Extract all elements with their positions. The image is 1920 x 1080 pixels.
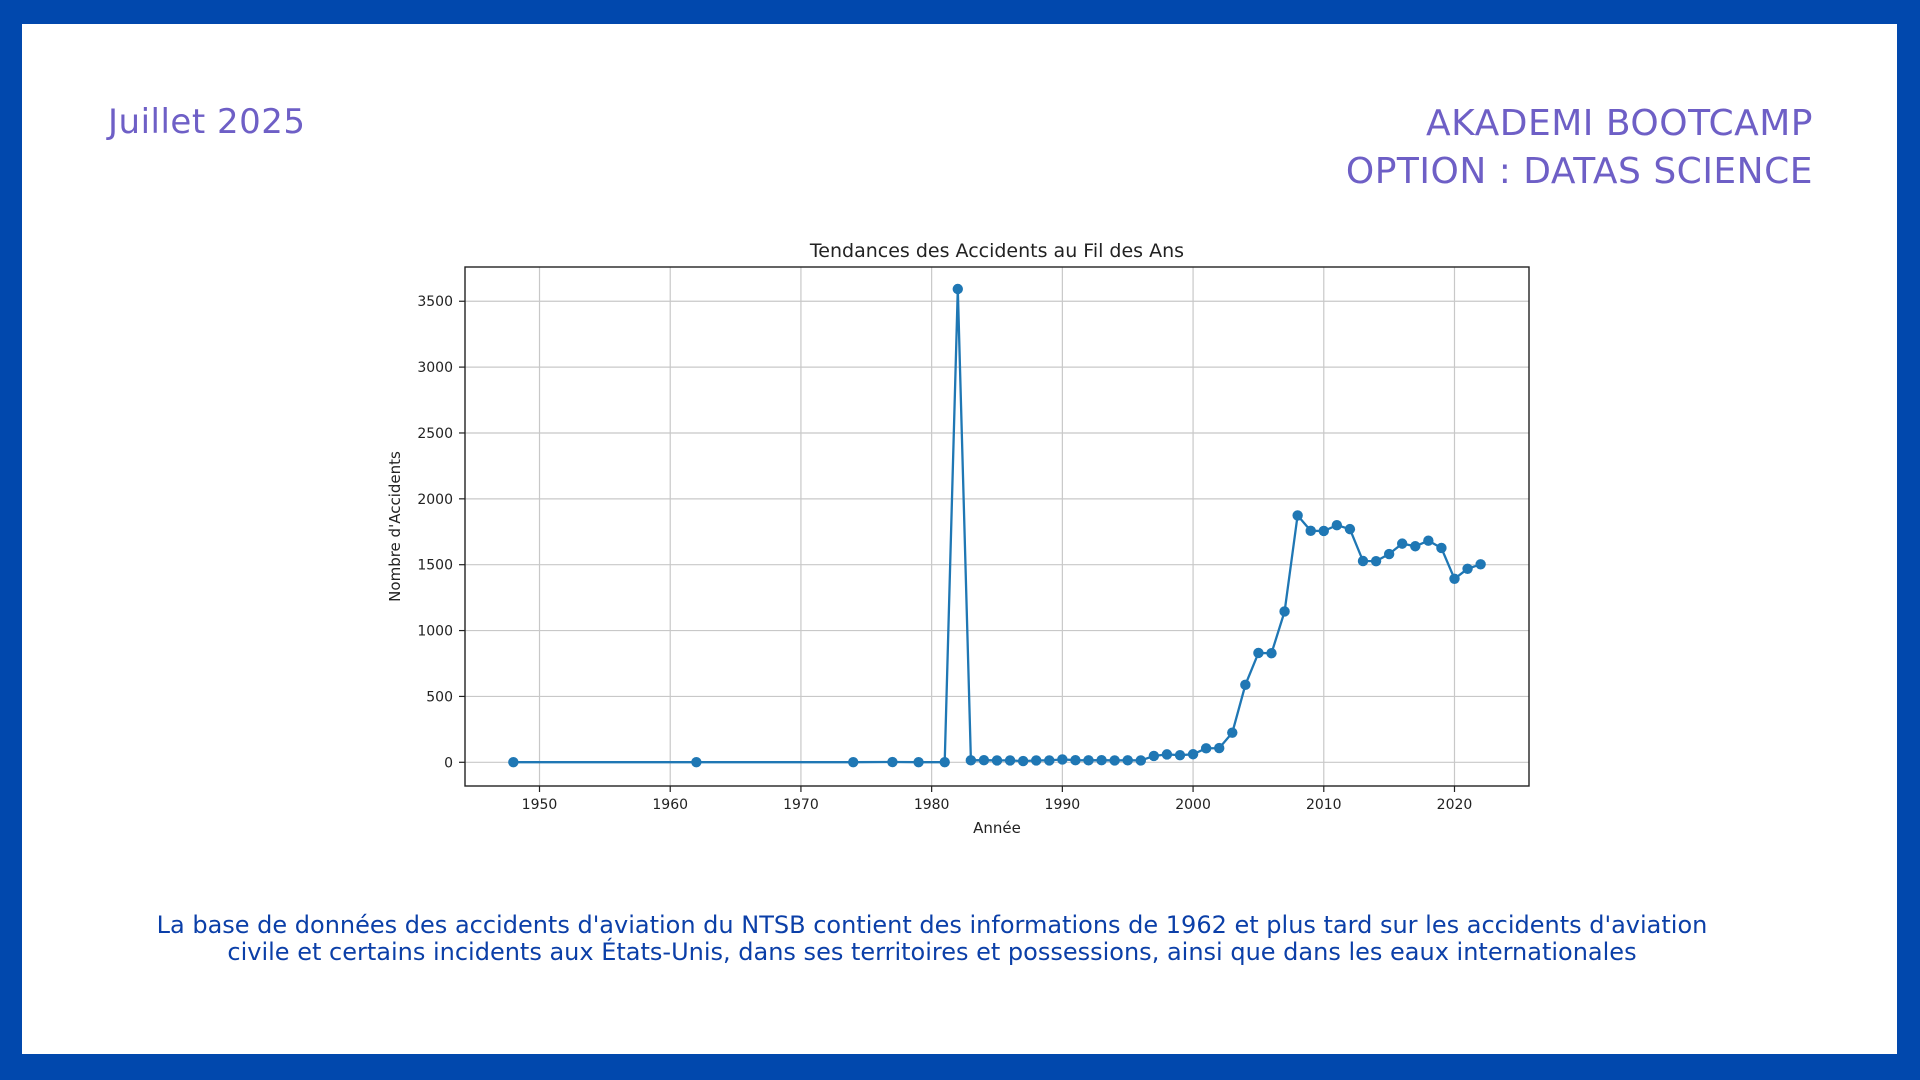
data-point [965, 755, 977, 766]
chart-container: 1950 1960 1970 1980 1990 2000 2010 2020 0 500 1000… [22, 24, 1897, 1059]
data-point [1057, 754, 1068, 765]
data-point [1161, 749, 1173, 760]
x-tick-label: 1980 [914, 797, 950, 813]
chart-ticks: 1950 1960 1970 1980 1990 2000 2010 2020 0 500 1000… [417, 294, 1472, 813]
data-point [952, 283, 963, 295]
data-point [1423, 535, 1434, 546]
y-tick-label: 3500 [417, 294, 453, 310]
x-tick-label: 2020 [1437, 797, 1473, 813]
data-point [1017, 755, 1029, 767]
y-tick-label: 0 [444, 755, 453, 771]
data-point [1031, 755, 1042, 766]
data-point [848, 756, 859, 768]
x-tick-label: 1970 [783, 797, 819, 813]
caption-line-1: La base de données des accidents d'aviat… [156, 911, 1708, 939]
data-point [978, 754, 990, 766]
y-tick-label: 500 [426, 689, 453, 705]
data-point [1227, 727, 1238, 738]
data-point [939, 756, 950, 768]
data-point [1462, 563, 1473, 574]
slide-caption: La base de données des accidents d'aviat… [122, 912, 1742, 966]
y-tick-label: 1500 [417, 558, 453, 574]
caption-line-2: civile et certains incidents aux États-U… [227, 938, 1637, 966]
data-point [1318, 525, 1329, 537]
data-point [1004, 755, 1016, 766]
chart-grid [465, 267, 1529, 786]
brand-title: AKADEMI BOOTCAMP OPTION : DATAS SCIENCE [1346, 100, 1813, 196]
x-tick-label: 2000 [1175, 797, 1211, 813]
data-point [1410, 541, 1421, 552]
data-point [1174, 749, 1186, 761]
data-point [1148, 750, 1160, 762]
x-tick-label: 1990 [1045, 797, 1081, 813]
slide-date: Juillet 2025 [108, 102, 306, 142]
data-point [1292, 510, 1303, 521]
data-point [1109, 755, 1120, 766]
data-point [1070, 754, 1081, 766]
y-axis-label: Nombre d'Accidents [386, 451, 404, 602]
data-point [1357, 555, 1369, 567]
data-point [1253, 647, 1264, 659]
accidents-line-chart: 1950 1960 1970 1980 1990 2000 2010 2020 0 500 1000… [386, 240, 1530, 837]
y-tick-label: 2000 [417, 492, 453, 508]
data-point [1331, 519, 1343, 531]
data-point [1370, 555, 1382, 567]
y-tick-label: 1000 [417, 624, 453, 640]
data-point [1266, 648, 1277, 659]
x-tick-label: 1950 [522, 797, 558, 813]
data-point [1449, 573, 1460, 584]
data-point [1305, 525, 1316, 537]
data-point [1279, 606, 1290, 617]
data-point [1044, 755, 1055, 766]
data-point [1344, 523, 1356, 535]
data-point [1096, 754, 1107, 766]
x-tick-label: 1960 [652, 797, 688, 813]
y-tick-label: 2500 [417, 426, 453, 442]
data-point [691, 756, 702, 768]
x-tick-label: 2010 [1306, 797, 1342, 813]
chart-title: Tendances des Accidents au Fil des Ans [809, 240, 1184, 262]
plot-frame [464, 266, 1530, 787]
x-axis-label: Année [973, 819, 1021, 837]
y-tick-label: 3000 [417, 360, 453, 376]
data-point [1475, 559, 1486, 570]
data-point [1397, 538, 1408, 549]
data-point [887, 756, 898, 768]
slide: Juillet 2025 AKADEMI BOOTCAMP OPTION : D… [22, 24, 1897, 1054]
brand-line-2: OPTION : DATAS SCIENCE [1345, 151, 1813, 192]
data-point [1436, 542, 1447, 554]
data-point [913, 756, 924, 768]
data-point [1083, 755, 1094, 766]
data-point [991, 755, 1003, 766]
data-point [1214, 742, 1225, 754]
data-point [1240, 679, 1251, 691]
brand-line-1: AKADEMI BOOTCAMP [1426, 103, 1813, 144]
data-point [1135, 755, 1146, 766]
data-point [1122, 755, 1133, 766]
data-point [1383, 548, 1395, 560]
data-point [1187, 749, 1199, 760]
chart-series [508, 283, 1486, 768]
data-point [1200, 743, 1212, 754]
data-point [508, 756, 519, 768]
